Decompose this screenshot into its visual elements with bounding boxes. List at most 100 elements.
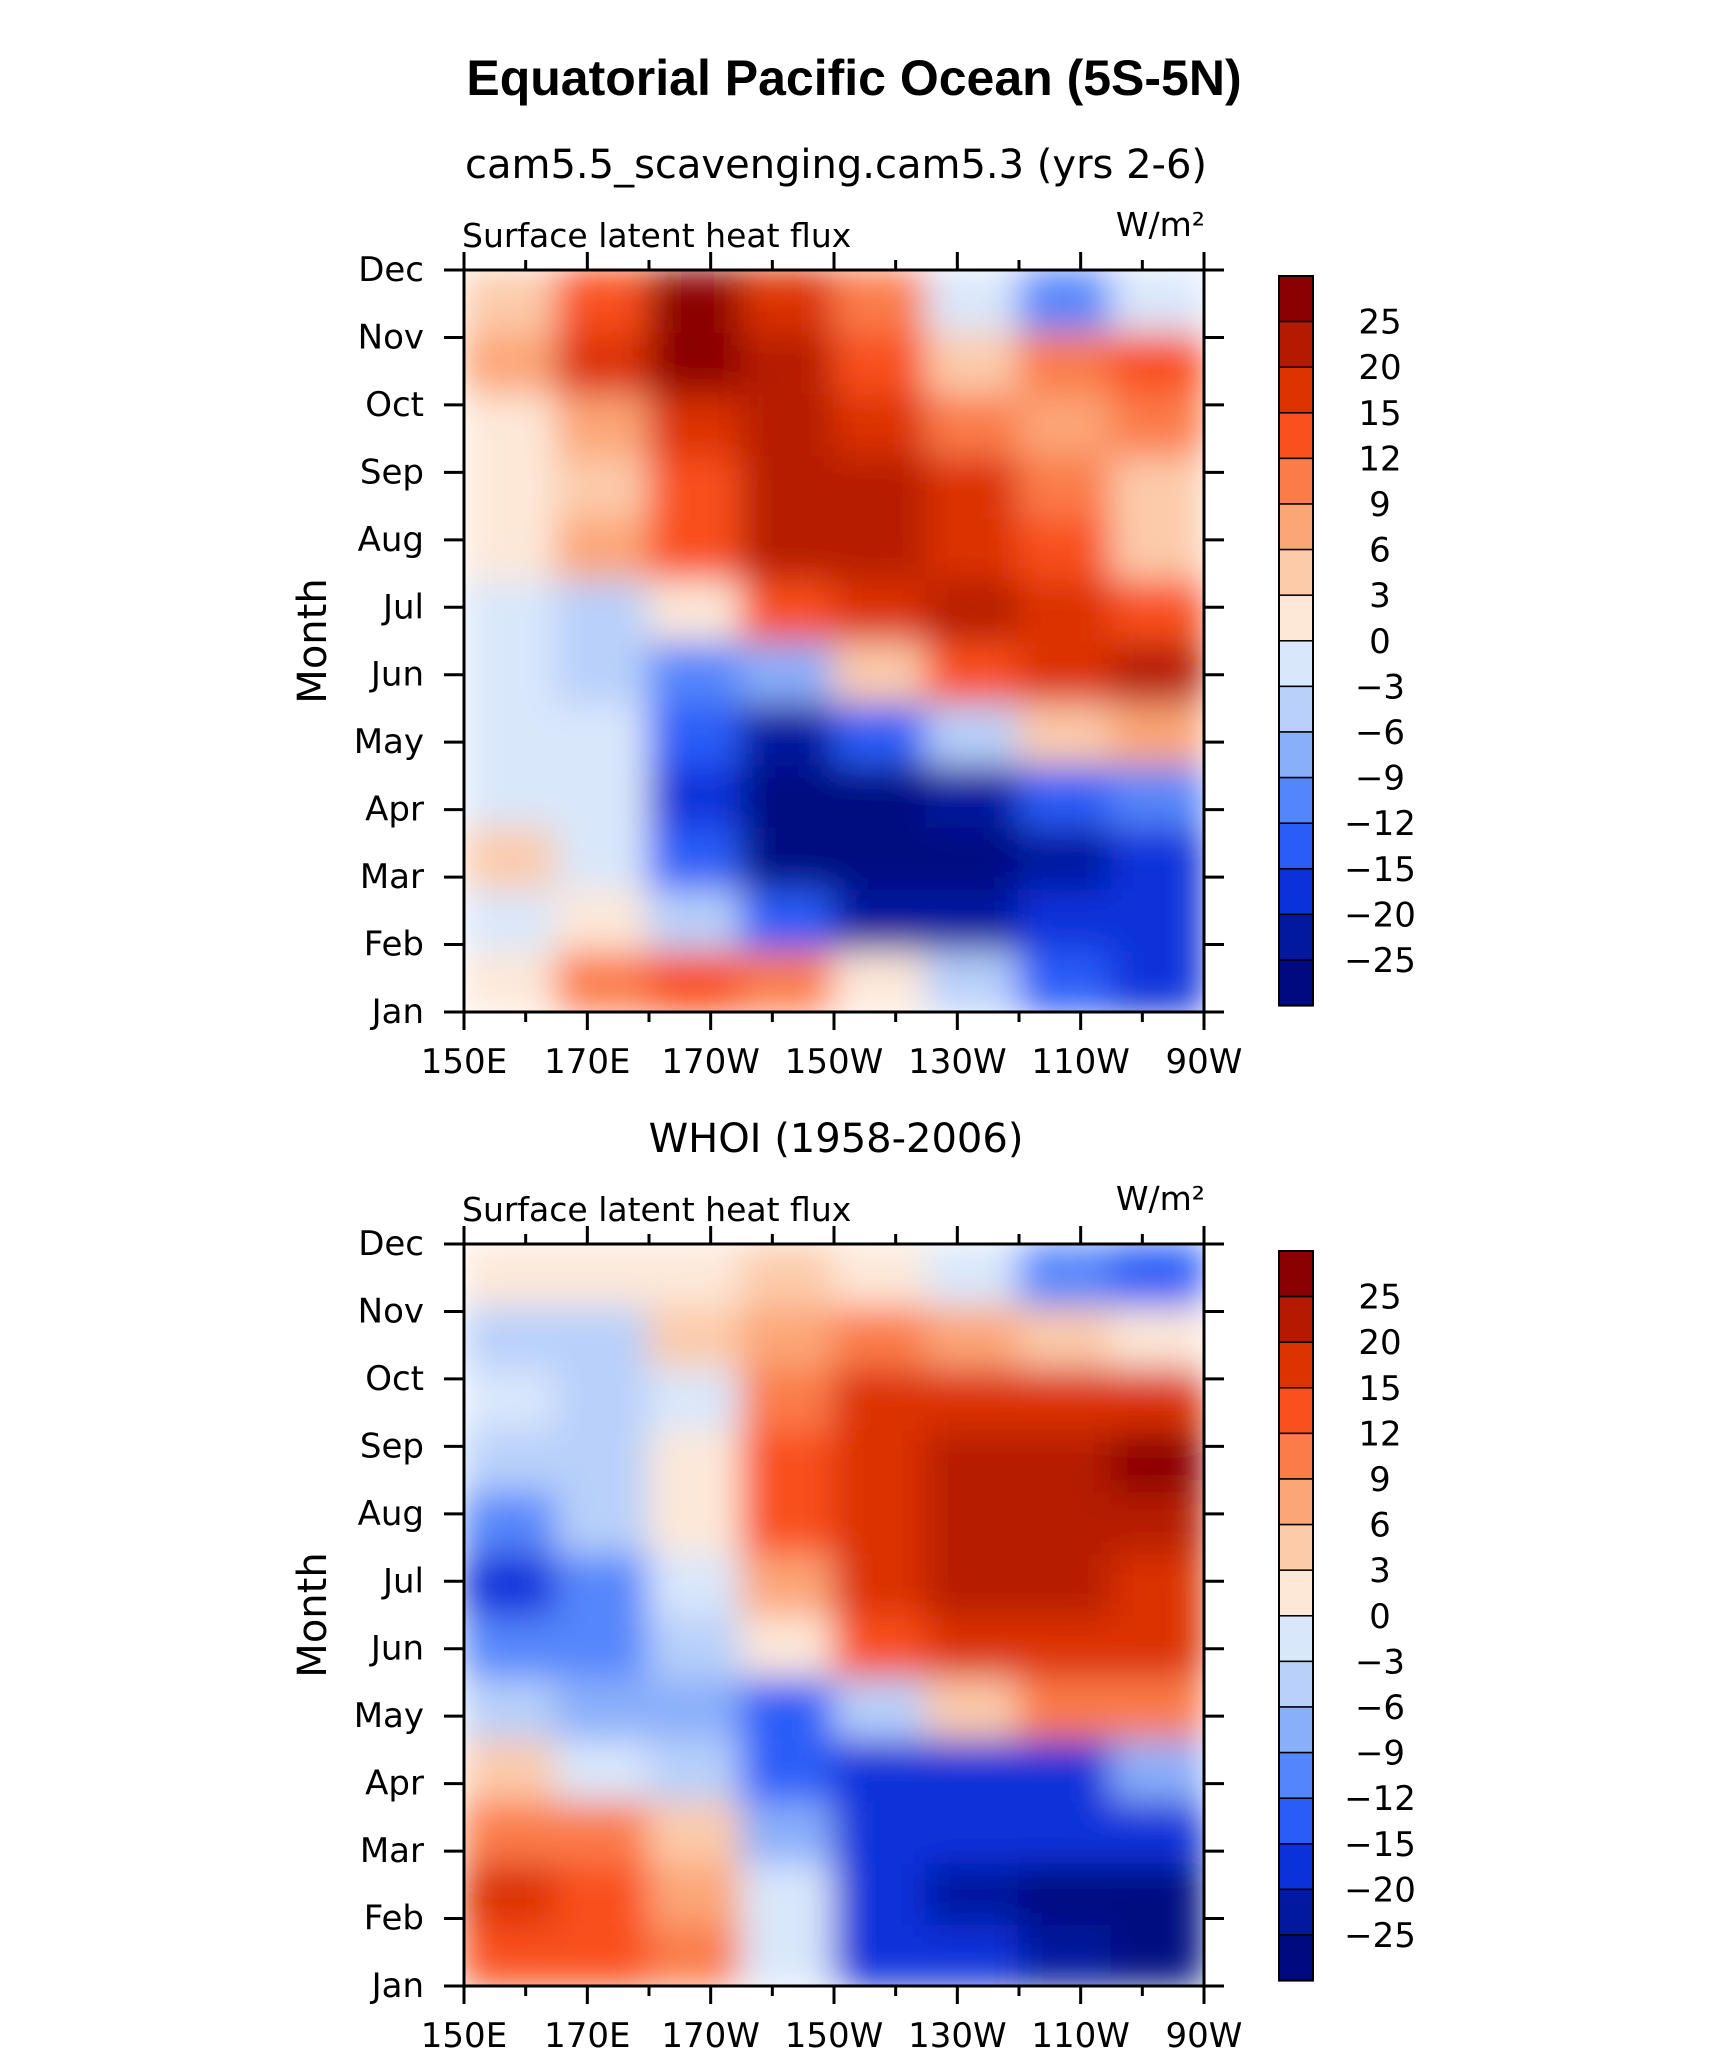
heatmap-cell	[464, 640, 558, 704]
heatmap-cell	[833, 887, 928, 952]
heatmap-cell	[1110, 1490, 1204, 1555]
heatmap-cell	[833, 1490, 928, 1555]
colorbar-swatch	[1278, 776, 1314, 824]
heatmap-cell	[555, 949, 650, 1012]
y-tick-label: Apr	[365, 1764, 424, 1804]
colorbar-swatch	[1278, 594, 1314, 642]
heatmap-cell	[648, 454, 743, 519]
colorbar-label: 6	[1369, 1506, 1391, 1546]
heatmap-cell	[464, 887, 558, 952]
x-tick-label: 130W	[908, 1042, 1007, 1082]
heatmap-cell	[740, 640, 835, 704]
colorbar-swatch	[1278, 1387, 1314, 1435]
heatmap-cell	[833, 701, 928, 766]
colorbar-swatch	[1278, 1843, 1314, 1891]
heatmap-cell	[833, 270, 928, 333]
x-tick-label: 150W	[785, 2016, 884, 2056]
y-tick-label: Nov	[358, 1291, 424, 1331]
y-tick-label: Jul	[381, 1561, 424, 1601]
heatmap-cell	[464, 763, 558, 828]
heatmap-cell	[555, 1366, 650, 1431]
colorbar-label: 20	[1358, 1323, 1401, 1363]
heatmap-cell	[464, 1737, 558, 1802]
heatmap-cell	[833, 949, 928, 1012]
heatmap-cell	[740, 763, 835, 828]
y-tick-label: Jun	[369, 1629, 424, 1669]
heatmap-cell	[555, 763, 650, 828]
colorbar-label: −6	[1355, 713, 1405, 753]
y-tick-label: Feb	[364, 925, 424, 965]
heatmap-cell	[1018, 1552, 1113, 1616]
heatmap-cell	[925, 454, 1020, 519]
colorbar-label: 9	[1369, 1460, 1391, 1500]
figure-title: Equatorial Pacific Ocean (5S-5N)	[466, 50, 1241, 106]
y-tick-label: Feb	[364, 1899, 424, 1939]
heatmap-cell	[1018, 949, 1113, 1012]
y-tick-label: May	[354, 1696, 424, 1736]
colorbar-swatch	[1278, 1341, 1314, 1389]
heatmap-cell	[925, 1428, 1020, 1493]
x-tick-label: 110W	[1031, 2016, 1130, 2056]
heatmap-cell	[464, 1861, 558, 1926]
heatmap-cell	[925, 763, 1020, 828]
heatmap-cell	[648, 1923, 743, 1986]
heatmap-cell	[648, 1428, 743, 1493]
y-tick-label: Mar	[360, 857, 424, 897]
heatmap-cell	[1018, 1861, 1113, 1926]
colorbar-label: 3	[1369, 1551, 1391, 1591]
heatmap-cell	[740, 825, 835, 890]
colorbar-label: 12	[1358, 1414, 1401, 1454]
heatmap-cell	[464, 949, 558, 1012]
heatmap-cell	[925, 701, 1020, 766]
colorbar-label: 15	[1358, 394, 1401, 434]
heatmap-cell	[648, 949, 743, 1012]
panel-obs: WHOI (1958-2006) Surface latent heat flu…	[290, 1116, 1416, 2056]
panel-model-heatmap	[464, 270, 1204, 1012]
heatmap-cell	[555, 392, 650, 457]
heatmap-cell	[555, 1490, 650, 1555]
y-tick-label: Aug	[358, 1494, 424, 1534]
heatmap-cell	[555, 578, 650, 642]
heatmap-cell	[648, 1366, 743, 1431]
colorbar-swatch	[1278, 412, 1314, 460]
y-tick-label: Aug	[358, 520, 424, 560]
heatmap-cell	[464, 516, 558, 581]
heatmap-cell	[925, 1675, 1020, 1740]
heatmap-cell	[1018, 825, 1113, 890]
heatmap-cell	[1110, 887, 1204, 952]
heatmap-cell	[833, 1675, 928, 1740]
panel-model-variable: Surface latent heat flux	[462, 216, 851, 255]
y-tick-label: Sep	[360, 1426, 424, 1466]
heatmap-cell	[464, 1552, 558, 1616]
colorbar-swatch	[1278, 1569, 1314, 1617]
heatmap-cell	[1110, 330, 1204, 395]
heatmap-cell	[925, 330, 1020, 395]
heatmap-cell	[648, 1675, 743, 1740]
colorbar-label: 0	[1369, 1597, 1391, 1637]
heatmap-cell	[464, 1428, 558, 1493]
heatmap-cell	[740, 454, 835, 519]
heatmap-cell	[925, 1552, 1020, 1616]
colorbar-label: −15	[1344, 850, 1416, 890]
x-tick-label: 90W	[1166, 2016, 1243, 2056]
colorbar-swatch	[1278, 868, 1314, 916]
heatmap-cell	[648, 1799, 743, 1864]
heatmap-cell	[648, 1490, 743, 1555]
heatmap-cell	[925, 392, 1020, 457]
heatmap-cell	[555, 1799, 650, 1864]
heatmap-cell	[925, 1304, 1020, 1369]
heatmap-cell	[464, 1923, 558, 1986]
x-tick-label: 170E	[544, 2016, 630, 2056]
heatmap-cell	[1018, 1490, 1113, 1555]
heatmap-cell	[555, 1304, 650, 1369]
heatmap-cell	[555, 1737, 650, 1802]
colorbar-label: −15	[1344, 1825, 1416, 1865]
heatmap-cell	[555, 270, 650, 333]
heatmap-cell	[833, 1861, 928, 1926]
colorbar-swatch	[1278, 1432, 1314, 1480]
y-tick-label: Jan	[370, 992, 424, 1032]
y-tick-label: Sep	[360, 452, 424, 492]
heatmap-cell	[740, 270, 835, 333]
y-tick-label: Oct	[365, 385, 424, 425]
